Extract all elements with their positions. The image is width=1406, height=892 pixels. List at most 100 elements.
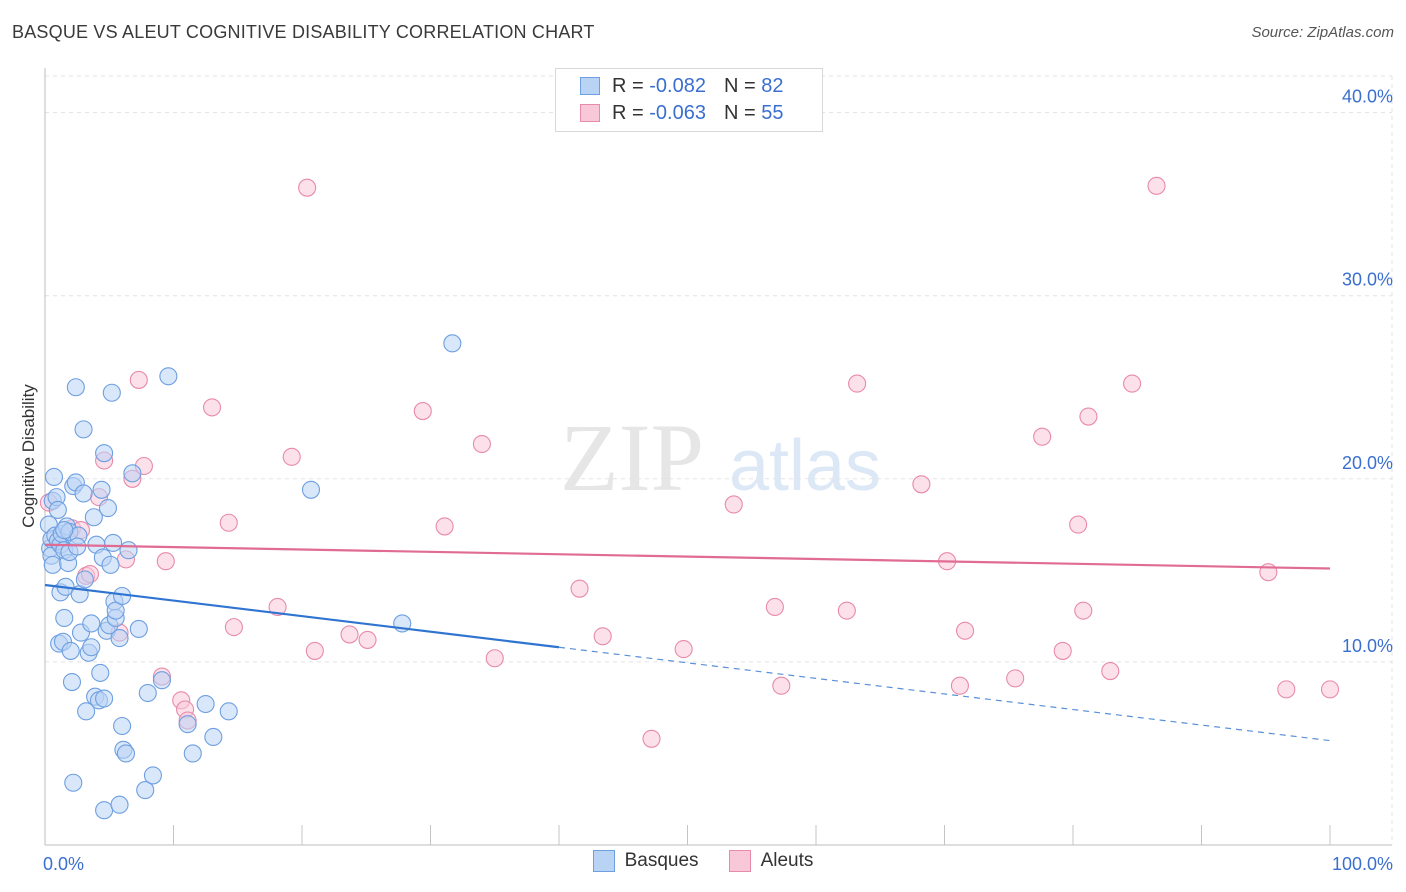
basque-point: [74, 484, 93, 503]
aleut-point: [837, 601, 856, 620]
basque-point: [204, 727, 223, 747]
basque-point: [102, 383, 121, 402]
source-label: Source: ZipAtlas.com: [1251, 24, 1394, 41]
watermark-atlas: atlas: [729, 426, 881, 506]
aleut-point: [305, 641, 324, 660]
basque-point: [143, 766, 162, 785]
n-label: N =: [723, 74, 756, 97]
basque-point: [66, 378, 85, 397]
basque-point: [91, 663, 110, 682]
aleut-point: [340, 625, 359, 644]
aleut-point: [950, 676, 969, 695]
correlation-legend: R = -0.082 N = 82 R = -0.063 N = 55: [555, 68, 823, 132]
series-legend: Basques Aleuts: [0, 850, 1406, 872]
aleut-point: [282, 447, 301, 466]
basque-point: [62, 672, 82, 692]
aleut-point: [772, 676, 791, 695]
aleut-swatch: [728, 850, 751, 872]
aleut-point: [912, 475, 931, 494]
basque-point: [219, 702, 238, 721]
aleut-point: [435, 517, 454, 536]
basque-trend-line: [44, 583, 560, 649]
aleut-swatch: [580, 104, 600, 122]
aleut-point: [129, 370, 148, 389]
basque-point: [178, 715, 197, 734]
aleut-point: [298, 178, 317, 197]
legend-item-basques[interactable]: Basques: [592, 850, 699, 872]
basque-point: [183, 744, 202, 763]
aleut-point: [724, 495, 743, 514]
basque-point: [48, 500, 67, 519]
basque-point: [129, 619, 148, 638]
basque-point: [77, 702, 96, 721]
basque-point: [101, 555, 120, 574]
basque-point: [301, 480, 321, 499]
y-tick-label: 20.0%: [1342, 453, 1393, 473]
aleut-point: [413, 402, 432, 421]
aleut-point: [674, 640, 693, 659]
aleut-point: [642, 729, 661, 748]
basque-point: [110, 795, 129, 814]
aleut-point: [1069, 515, 1088, 534]
n-value: 82: [761, 74, 784, 97]
r-value: -0.063: [649, 101, 706, 124]
r-value: -0.082: [649, 74, 706, 97]
legend-row-basques: R = -0.082 N = 82: [580, 74, 783, 98]
aleut-point: [570, 579, 589, 598]
basque-point: [92, 480, 111, 499]
basque-point: [74, 420, 93, 439]
n-value: 55: [761, 101, 784, 124]
aleut-point: [1053, 641, 1072, 660]
basque-point: [55, 608, 74, 628]
basque-point: [113, 716, 132, 736]
aleut-point: [485, 649, 504, 668]
aleut-point: [224, 618, 243, 637]
r-label: R =: [612, 74, 644, 97]
aleut-point: [1320, 680, 1340, 699]
basque-points: [39, 334, 462, 820]
basque-point: [82, 638, 101, 657]
aleut-point: [219, 513, 238, 532]
aleut-point: [956, 621, 975, 640]
basque-swatch: [580, 77, 600, 95]
aleut-point: [1147, 176, 1166, 195]
aleut-point: [472, 434, 491, 454]
legend-label-basques: Basques: [624, 850, 699, 871]
legend-item-aleuts[interactable]: Aleuts: [728, 850, 813, 872]
watermark: ZIP atlas: [560, 404, 881, 511]
basque-point: [43, 555, 62, 574]
aleut-trend-line: [44, 543, 1331, 570]
basque-point: [95, 801, 114, 820]
aleut-point: [1123, 374, 1142, 393]
basque-point: [159, 367, 178, 386]
basque-point: [98, 499, 118, 518]
basque-point: [152, 671, 171, 690]
r-label: R =: [612, 101, 644, 124]
basque-point: [82, 614, 101, 633]
y-axis-tick-labels: 10.0% 20.0% 30.0% 40.0%: [1342, 87, 1393, 656]
aleut-point: [203, 398, 222, 417]
chart-title: BASQUE VS ALEUT COGNITIVE DISABILITY COR…: [12, 22, 595, 42]
basque-point: [104, 533, 123, 552]
basque-trend-extension: [558, 646, 1331, 742]
basque-point: [95, 689, 114, 708]
basque-point: [138, 683, 157, 703]
basque-point: [44, 467, 64, 487]
aleut-point: [1074, 601, 1093, 620]
aleut-point: [593, 627, 612, 646]
basque-point: [84, 508, 103, 527]
aleut-point: [1277, 680, 1296, 699]
basque-point: [68, 537, 87, 556]
basque-point: [64, 773, 83, 792]
x-axis-tick-labels: 0.0% 100.0%: [43, 854, 1393, 874]
gridlines: [45, 75, 1393, 845]
y-axis-label: Cognitive Disability: [19, 384, 38, 528]
aleut-point: [156, 552, 175, 571]
basque-swatch: [592, 850, 615, 872]
basque-point: [119, 541, 138, 560]
basque-point: [443, 334, 462, 353]
y-tick-label: 40.0%: [1342, 87, 1393, 107]
aleut-point: [1101, 662, 1120, 681]
aleut-point: [358, 630, 377, 649]
